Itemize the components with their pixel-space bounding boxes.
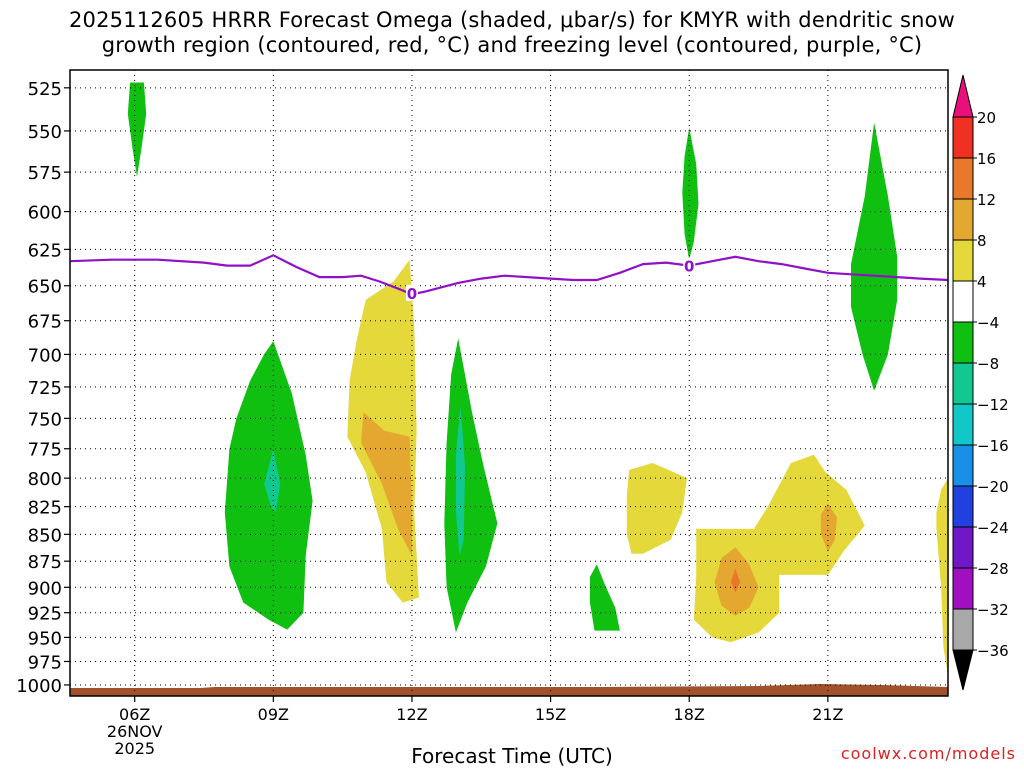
x-tick-date: 26NOV [107,722,163,741]
colorbar-segment-10 [952,526,974,569]
colorbar-label-6: −8 [977,355,999,373]
freezing-level-label-1: 0 [684,258,694,276]
colorbar-label-12: −32 [977,601,1009,619]
omega-region-9 [693,454,865,643]
x-tick-label-15Z: 15Z [535,705,566,724]
omega-region-7 [589,564,620,631]
colorbar-segment-0 [952,116,974,159]
x-tick-label-21Z: 21Z [812,705,843,724]
colorbar-segment-1 [952,157,974,200]
omega-region-5 [444,338,498,633]
terrain-layer [70,684,948,696]
grid-layer [70,70,948,696]
freezing-level-label-bg-0 [405,284,418,301]
y-tick-label-625: 625 [28,240,62,261]
y-tick-label-675: 675 [28,312,62,333]
colorbar-segment-3 [952,239,974,282]
y-tick-label-800: 800 [28,469,62,490]
colorbar-segment-8 [952,444,974,487]
colorbar-segment-5 [952,321,974,364]
freezing-level-label-bg-1 [683,257,696,274]
freezing-level-layer: 00 [70,254,948,303]
y-tick-label-725: 725 [28,378,62,399]
colorbar-label-0: 20 [977,109,996,127]
colorbar-label-13: −36 [977,642,1009,660]
omega-region-6 [455,405,466,556]
y-tick-label-750: 750 [28,409,62,430]
colorbar: 20 16 12 8 4 −4 −8 −12 −16 −20 −24 −28 −32 −36 [952,74,1009,691]
colorbar-segment-4 [952,280,974,323]
freezing-level-line [70,254,948,296]
colorbar-segment-12 [952,608,974,651]
x-tick-year: 2025 [114,739,155,758]
y-tick-label-575: 575 [28,163,62,184]
colorbar-label-9: −20 [977,478,1009,496]
y-tick-label-600: 600 [28,203,62,224]
colorbar-label-4: 4 [977,273,987,291]
x-tick-label-09Z: 09Z [258,705,289,724]
y-tick-label-700: 700 [28,345,62,366]
colorbar-label-3: 8 [977,232,987,250]
colorbar-label-10: −24 [977,519,1009,537]
x-tick-label-06Z: 06Z [119,705,150,724]
omega-region-0 [127,82,147,177]
omega-region-12 [820,503,838,552]
x-axis-label: Forecast Time (UTC) [411,744,613,768]
colorbar-segment-2 [952,198,974,241]
y-tick-label-650: 650 [28,277,62,298]
y-tick-label-875: 875 [28,552,62,573]
y-tick-label-525: 525 [28,79,62,100]
omega-region-11 [730,568,741,593]
omega-region-2 [264,448,281,513]
colorbar-segment-11 [952,567,974,610]
colorbar-top-arrow [952,74,974,118]
omega-region-4 [361,412,412,556]
chart-title-line-1: 2025112605 HRRR Forecast Omega (shaded, … [68,8,956,32]
y-tick-label-850: 850 [28,525,62,546]
y-tick-label-900: 900 [28,578,62,599]
credit-link[interactable]: coolwx.com/models [840,744,1016,763]
colorbar-label-8: −16 [977,437,1009,455]
y-tick-label-825: 825 [28,498,62,519]
x-tick-label-12Z: 12Z [396,705,427,724]
x-tick-label-18Z: 18Z [674,705,705,724]
colorbar-segment-9 [952,485,974,528]
y-tick-label-1000: 1000 [16,676,62,697]
plot-frame [69,69,949,697]
colorbar-label-1: 16 [977,150,996,168]
colorbar-bottom-arrow [952,649,974,691]
y-tick-label-775: 775 [28,440,62,461]
omega-region-13 [682,127,699,260]
colorbar-label-5: −4 [977,314,999,332]
colorbar-label-7: −12 [977,396,1009,414]
terrain-ground [70,684,948,696]
y-tick-label-550: 550 [28,122,62,143]
omega-region-8 [626,463,687,554]
colorbar-segment-7 [952,403,974,446]
omega-region-14 [851,122,898,391]
y-tick-label-950: 950 [28,628,62,649]
axes-layer: 525 550 575 600 625 650 675 700 725 750 775 800 825 8… [16,69,949,758]
y-tick-label-925: 925 [28,604,62,625]
omega-region-15 [936,478,948,676]
colorbar-label-2: 12 [977,191,996,209]
colorbar-segment-6 [952,362,974,405]
y-tick-label-975: 975 [28,652,62,673]
colorbar-label-11: −28 [977,560,1009,578]
omega-shading-layer [127,82,948,676]
chart-title-line-2: growth region (contoured, red, °C) and f… [101,33,923,57]
freezing-level-label-0: 0 [407,285,417,303]
